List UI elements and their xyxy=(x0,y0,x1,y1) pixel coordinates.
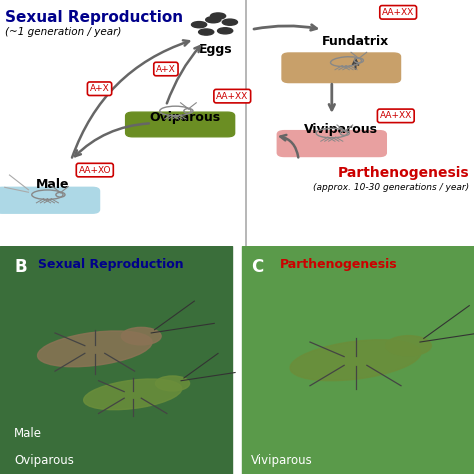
FancyBboxPatch shape xyxy=(0,246,232,474)
Text: Sexual Reproduction: Sexual Reproduction xyxy=(38,258,183,271)
Text: A+X: A+X xyxy=(156,64,176,73)
Text: Parthenogenesis: Parthenogenesis xyxy=(280,258,397,271)
Text: Parthenogenesis: Parthenogenesis xyxy=(337,165,469,180)
Text: C: C xyxy=(251,258,264,276)
Ellipse shape xyxy=(199,29,214,35)
Ellipse shape xyxy=(222,19,237,25)
Text: AA+XX: AA+XX xyxy=(382,8,414,17)
Text: (approx. 10-30 generations / year): (approx. 10-30 generations / year) xyxy=(313,183,469,192)
Text: AA+XO: AA+XO xyxy=(79,165,111,174)
Text: Viviparous: Viviparous xyxy=(304,123,378,136)
Ellipse shape xyxy=(37,331,152,367)
Ellipse shape xyxy=(386,336,431,356)
Text: A+X: A+X xyxy=(90,84,109,93)
Text: (~1 generation / year): (~1 generation / year) xyxy=(5,27,121,37)
Text: AA+XX: AA+XX xyxy=(216,91,248,100)
Text: AA+XX: AA+XX xyxy=(380,111,412,120)
Text: Male: Male xyxy=(36,178,69,191)
Ellipse shape xyxy=(290,340,421,381)
Ellipse shape xyxy=(121,328,161,345)
FancyBboxPatch shape xyxy=(126,112,235,137)
FancyBboxPatch shape xyxy=(0,187,100,213)
Text: Viviparous: Viviparous xyxy=(251,454,313,467)
Ellipse shape xyxy=(210,13,226,19)
Text: Eggs: Eggs xyxy=(199,43,232,56)
Ellipse shape xyxy=(191,22,207,28)
Text: Oviparous: Oviparous xyxy=(149,110,220,124)
FancyBboxPatch shape xyxy=(282,53,401,82)
Text: Sexual Reproduction: Sexual Reproduction xyxy=(5,10,183,25)
Text: Oviparous: Oviparous xyxy=(14,454,74,467)
Ellipse shape xyxy=(155,376,190,391)
Text: Fundatrix: Fundatrix xyxy=(322,36,389,48)
Ellipse shape xyxy=(206,17,221,23)
Ellipse shape xyxy=(218,27,233,34)
FancyBboxPatch shape xyxy=(242,246,474,474)
Text: Male: Male xyxy=(14,427,42,440)
FancyBboxPatch shape xyxy=(277,131,386,156)
Text: B: B xyxy=(14,258,27,276)
Ellipse shape xyxy=(83,379,182,410)
